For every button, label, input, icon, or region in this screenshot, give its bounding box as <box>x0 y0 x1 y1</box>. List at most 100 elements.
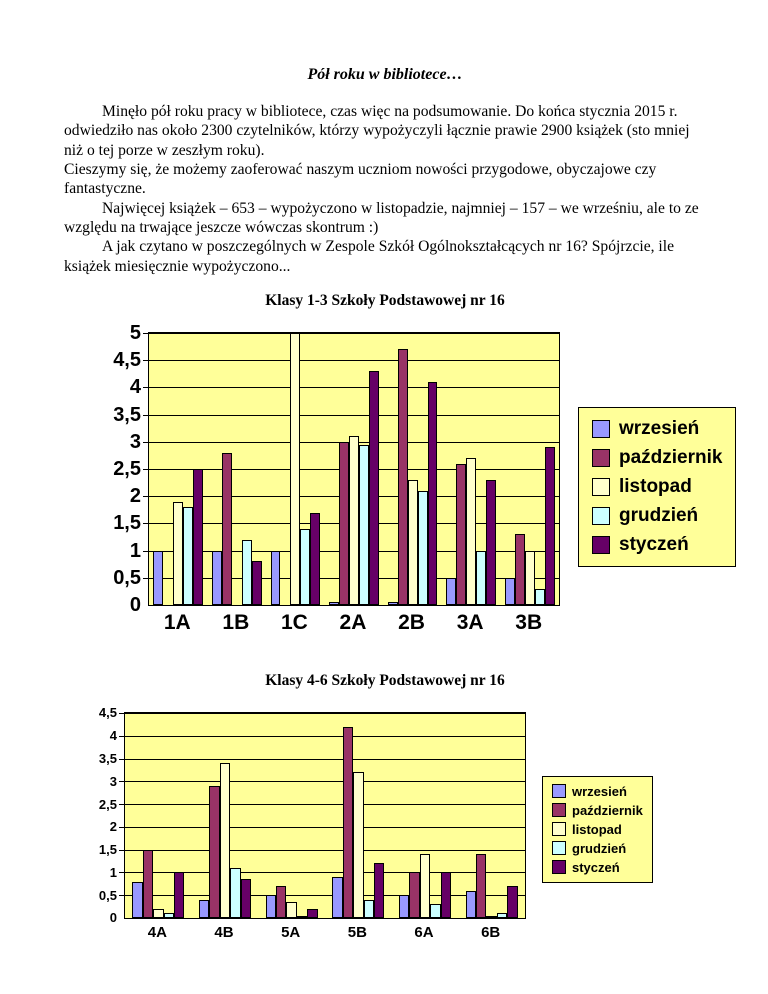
chart-plot-area <box>119 711 526 919</box>
plot-column: 1A 1B 1C 2A 2B 3A 3B <box>143 331 560 642</box>
chart-bar <box>132 881 143 918</box>
chart-bar <box>230 867 241 918</box>
y-axis-label: 0 <box>129 593 141 616</box>
legend-label: wrzesień <box>619 417 700 439</box>
gridline <box>125 804 525 806</box>
chart-bar <box>476 550 487 605</box>
y-axis-label: 2,5 <box>113 457 141 480</box>
gridline <box>125 712 525 714</box>
legend-swatch <box>592 506 610 525</box>
y-axis-label: 4,5 <box>98 705 117 721</box>
bar-chart-klasy-1-3: 0 0,5 1 1,5 2 2,5 3 3,5 4 4,5 5 1A 1B 1C 2A 2B 3A 3B wrzes… <box>104 322 737 642</box>
y-axis-label: 4 <box>129 376 141 399</box>
legend-label: grudzień <box>572 840 627 856</box>
legend-swatch <box>592 477 610 496</box>
legend-swatch <box>552 841 566 856</box>
legend-label: styczeń <box>619 533 689 555</box>
legend-item: listopad <box>552 822 643 837</box>
gridline <box>125 872 525 874</box>
y-axis-label: 4,5 <box>113 349 141 372</box>
chart-title-klasy-1-3: Klasy 1-3 Szkoły Podstawowej nr 16 <box>265 291 505 309</box>
chart-bar <box>240 878 251 918</box>
chart-bar <box>507 885 518 918</box>
y-axis-tick <box>143 523 148 525</box>
chart-bar <box>399 894 410 918</box>
chart-bar <box>419 853 431 918</box>
y-axis-label: 0,5 <box>113 566 141 589</box>
chart-canvas: 0 0,5 1 1,5 2 2,5 3 3,5 4 4,5 5 1A 1B 1C 2A 2B 3A 3B wrzes… <box>104 322 737 642</box>
x-axis-label: 2B <box>398 610 425 634</box>
chart-bar <box>270 550 281 605</box>
chart-bar <box>373 862 385 918</box>
x-axis-label: 4B <box>214 923 234 941</box>
chart-bar <box>456 463 467 605</box>
legend-swatch <box>592 419 610 438</box>
chart-section-klasy-4-6: Klasy 4-6 Szkoły Podstawowej nr 16 0 0,5 1… <box>64 672 706 947</box>
y-axis-label: 1 <box>109 864 117 880</box>
y-axis-label: 3 <box>129 430 141 453</box>
chart-bar <box>142 849 154 918</box>
y-axis-tick <box>119 735 124 737</box>
y-axis-tick <box>119 758 124 760</box>
x-axis-label: 5A <box>281 923 301 941</box>
chart-bar <box>251 560 262 605</box>
x-axis-label: 5B <box>347 923 367 941</box>
y-axis-tick <box>119 895 124 897</box>
y-axis-tick <box>143 468 148 470</box>
chart-bar <box>339 441 350 605</box>
chart-bar <box>397 348 408 605</box>
y-axis-tick <box>143 414 148 416</box>
chart-bar <box>307 908 318 918</box>
y-axis: 0 0,5 1 1,5 2 2,5 3 3,5 4 4,5 5 <box>104 322 148 616</box>
document-title: Pół roku w bibliotece… <box>307 66 463 83</box>
chart-bar <box>524 550 535 605</box>
chart-bar <box>342 726 354 918</box>
chart-bar <box>199 899 210 918</box>
legend-label: styczeń <box>572 859 620 875</box>
document-page: Pół roku w bibliotece… Minęło pół roku p… <box>64 66 737 947</box>
y-axis-tick <box>143 360 148 362</box>
y-axis-label: 3,5 <box>98 751 117 767</box>
y-axis-label: 0,5 <box>98 887 117 903</box>
chart-bar <box>300 528 311 605</box>
legend-swatch <box>552 803 566 818</box>
chart-bar <box>486 915 497 918</box>
y-axis-label: 2,5 <box>98 796 117 812</box>
chart-plot-area <box>143 331 560 606</box>
legend-item: wrzesień <box>552 784 643 799</box>
chart-legend: wrzesień październik listopad grudzień stycz… <box>542 775 653 883</box>
gridline <box>125 735 525 737</box>
gridline <box>125 849 525 851</box>
chart-bar <box>409 871 420 918</box>
gridline <box>149 414 559 416</box>
x-axis: 1A 1B 1C 2A 2B 3A 3B <box>148 606 558 642</box>
x-axis-label: 2A <box>339 610 367 634</box>
legend-item: wrzesień <box>592 418 722 440</box>
x-axis: 4A 4B 5A 5B 6A 6B <box>124 919 524 947</box>
y-axis-tick <box>143 441 148 443</box>
chart-bar <box>183 506 194 605</box>
body-text: Minęło pół roku pracy w bibliotece, czas… <box>64 102 706 276</box>
paragraph-2: Cieszymy się, że możemy zaoferować naszy… <box>64 160 657 198</box>
y-axis-tick <box>119 826 124 828</box>
chart-bar <box>153 908 164 918</box>
gridline <box>149 387 559 389</box>
chart-legend: wrzesień październik listopad grudzień stycz… <box>578 406 737 567</box>
y-axis-tick <box>143 496 148 498</box>
chart-bar <box>219 762 231 918</box>
chart-bar <box>430 903 441 918</box>
chart-bar <box>153 550 164 605</box>
chart-bar <box>332 876 343 918</box>
chart-bar <box>544 446 555 605</box>
y-axis-tick <box>119 849 124 851</box>
legend-item: styczeń <box>552 860 643 875</box>
y-axis-tick <box>143 577 148 579</box>
x-axis-label: 6A <box>414 923 434 941</box>
x-axis-label: 1B <box>222 610 250 634</box>
legend-item: październik <box>592 447 722 469</box>
gridline <box>125 781 525 783</box>
chart-bar <box>466 457 477 605</box>
x-axis-label: 3B <box>515 610 543 634</box>
legend-item: grudzień <box>552 841 643 856</box>
y-axis-label: 3,5 <box>113 403 141 426</box>
